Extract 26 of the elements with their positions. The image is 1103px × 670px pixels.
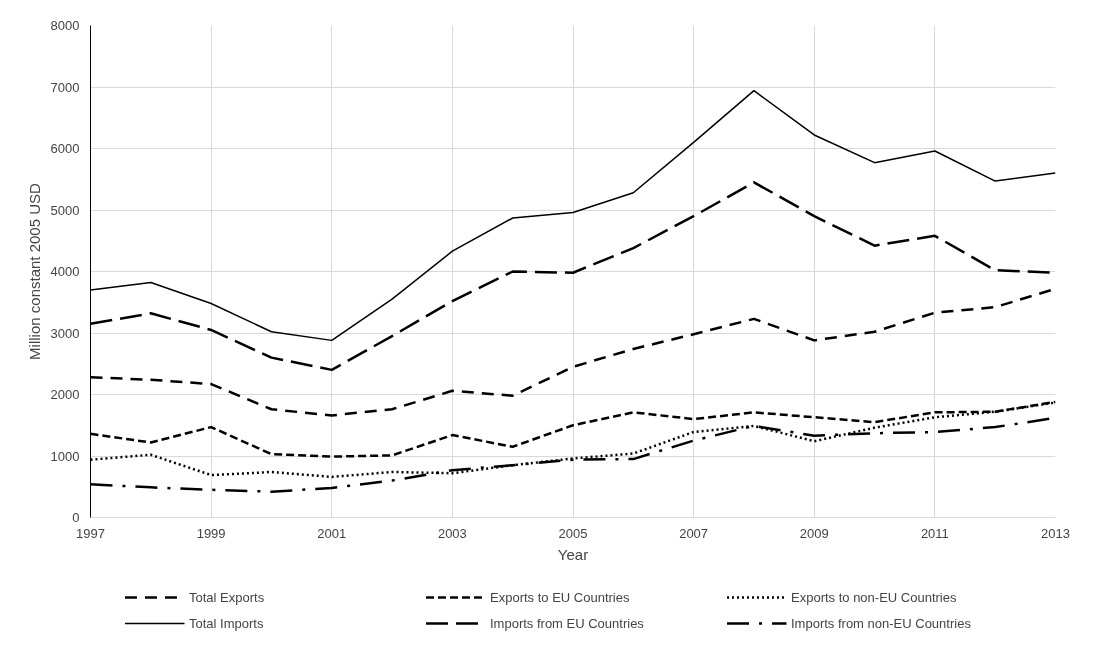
y-tick-label: 0: [72, 510, 80, 525]
y-tick-label: 4000: [50, 264, 80, 279]
legend-label: Imports from EU Countries: [490, 615, 645, 631]
x-tick-label: 1999: [196, 525, 226, 541]
x-tick-label: 2003: [437, 525, 467, 541]
y-tick-label: 2000: [50, 387, 80, 402]
y-axis-title: Million constant 2005 USD: [25, 182, 43, 360]
legend-label: Total Imports: [189, 615, 265, 631]
y-tick-label: 8000: [50, 18, 80, 33]
x-tick-label: 2013: [1041, 525, 1070, 541]
x-tick-label: 2007: [679, 525, 709, 541]
x-tick-label: 2011: [920, 525, 949, 541]
x-tick-label: 1997: [76, 525, 105, 541]
legend-label: Imports from non-EU Countries: [791, 615, 972, 631]
y-tick-label: 5000: [50, 202, 80, 218]
x-tick-label: 2009: [799, 525, 829, 541]
legend-label: Exports to non-EU Countries: [791, 589, 958, 605]
legend-label: Exports to EU Countries: [490, 589, 631, 605]
y-tick-label: 7000: [50, 79, 80, 95]
y-tick-label: 3000: [50, 325, 80, 341]
x-axis-title: Year: [557, 545, 589, 563]
y-tick-label: 1000: [50, 448, 80, 464]
x-tick-label: 2005: [558, 525, 588, 541]
x-tick-label: 2001: [317, 525, 347, 541]
legend-label: Total Exports: [189, 589, 266, 605]
y-tick-label: 6000: [50, 141, 80, 156]
